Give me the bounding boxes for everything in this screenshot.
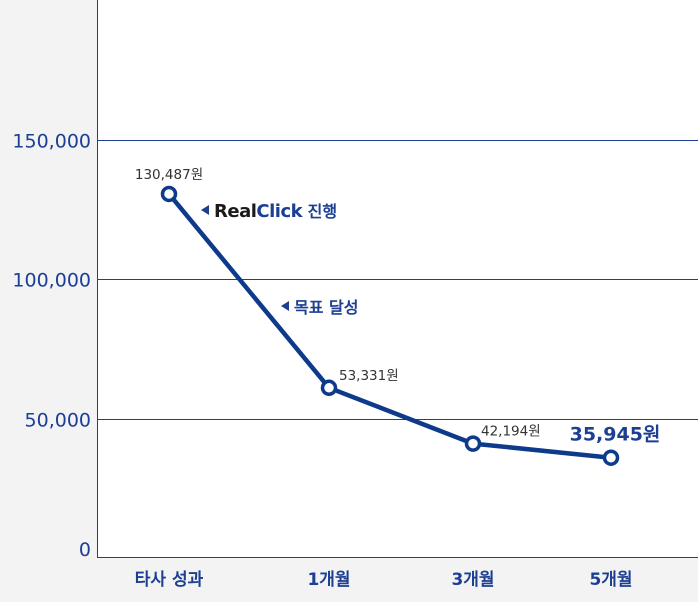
goal-annotation: 목표 달성 (281, 298, 358, 317)
y-tick-label: 100,000 (12, 270, 91, 292)
x-tick-labels: 타사 성과 1개월 3개월 5개월 (135, 570, 633, 590)
brand-suffix: 진행 (302, 202, 337, 221)
grid-lines (97, 140, 698, 558)
data-label: 130,487원 (135, 167, 203, 183)
y-tick-label: 0 (79, 539, 91, 561)
data-labels: 130,487원 53,331원 42,194원 35,945원 (135, 167, 661, 446)
data-point (464, 435, 482, 452)
series-line (166, 191, 614, 460)
brand-logo-click: Click (256, 201, 303, 222)
pointer-triangle-icon (281, 301, 289, 311)
x-tick-label: 5개월 (589, 570, 632, 590)
data-label: 35,945원 (570, 424, 661, 446)
goal-annotation-text: 목표 달성 (294, 298, 358, 317)
data-label: 42,194원 (481, 424, 541, 440)
data-label: 53,331원 (339, 368, 399, 384)
data-point (160, 185, 178, 203)
data-point (320, 379, 338, 397)
pointer-triangle-icon (201, 205, 209, 215)
realclick-annotation: RealClick 진행 (201, 201, 337, 222)
x-tick-label: 3개월 (451, 570, 494, 590)
x-tick-label: 1개월 (307, 570, 350, 590)
brand-logo-real: Real (214, 201, 256, 222)
y-tick-labels: 0 50,000 100,000 150,000 (12, 131, 91, 562)
realclick-annotation-text: RealClick 진행 (214, 201, 337, 222)
x-tick-label: 타사 성과 (135, 570, 204, 590)
y-tick-label: 150,000 (12, 131, 91, 153)
y-tick-label: 50,000 (25, 410, 91, 432)
data-point (602, 449, 620, 466)
data-markers (160, 185, 620, 466)
